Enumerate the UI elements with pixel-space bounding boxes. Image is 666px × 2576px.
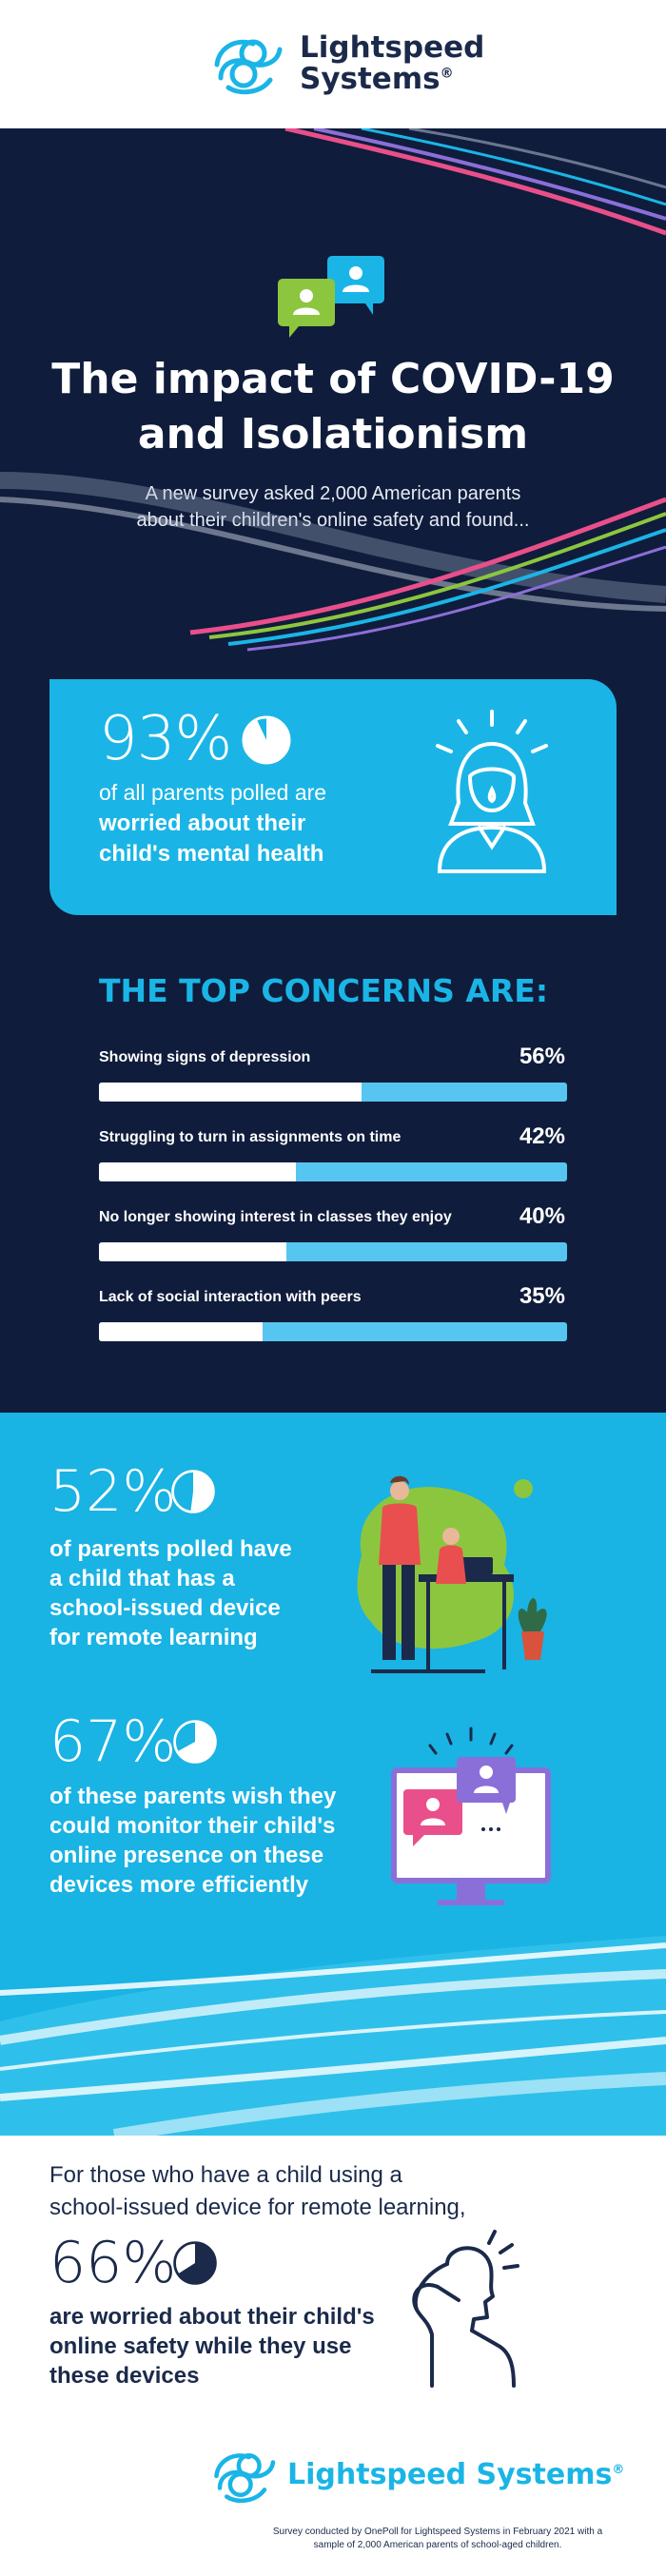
safety-line3: these devices xyxy=(49,2363,200,2389)
logo-line1: Lightspeed xyxy=(300,30,485,65)
device-percent: 52% xyxy=(49,1458,177,1525)
device-line1: of parents polled have xyxy=(49,1536,292,1562)
lightspeed-logo-icon xyxy=(214,39,283,95)
pie-93-icon xyxy=(242,715,291,765)
logo-wordmark: Lightspeed Systems® xyxy=(300,32,484,94)
survey-footnote: Survey conducted by OnePoll for Lightspe… xyxy=(257,2526,618,2552)
safety-intro: For those who have a child using a schoo… xyxy=(49,2159,620,2224)
concern-label: Showing signs of depression xyxy=(99,1049,311,1065)
monitor-line1: of these parents wish they xyxy=(49,1784,337,1809)
hero-subtitle-line2: about their children's online safety and… xyxy=(136,510,530,531)
concern-percent: 35% xyxy=(519,1283,565,1309)
hero-subtitle: A new survey asked 2,000 American parent… xyxy=(0,480,666,534)
safety-intro-line1: For those who have a child using a xyxy=(49,2162,402,2188)
concern-bar-track xyxy=(99,1242,567,1261)
monitor-line2: could monitor their child's xyxy=(49,1813,336,1839)
safety-intro-line2: school-issued device for remote learning… xyxy=(49,2195,466,2220)
footer-wordmark: Lightspeed Systems® xyxy=(287,2460,624,2490)
stressed-person-icon xyxy=(412,2230,519,2388)
monitor-chat-illustration xyxy=(391,1727,551,1905)
concern-bar-track xyxy=(99,1322,567,1341)
concern-bar-fill xyxy=(99,1162,296,1181)
safety-line2: online safety while they use xyxy=(49,2333,352,2359)
concern-percent: 42% xyxy=(519,1123,565,1149)
concern-bar-fill xyxy=(99,1322,264,1341)
registered-mark: ® xyxy=(440,66,454,82)
footer-registered-mark: ® xyxy=(612,2463,625,2477)
bottom-waves-graphic xyxy=(0,1936,666,2136)
device-line2: a child that has a xyxy=(49,1566,235,1591)
concerns-title: THE TOP CONCERNS ARE: xyxy=(99,972,549,1009)
mental-health-stat-card: 93% of all parents polled are worried ab… xyxy=(49,679,617,915)
pie-66-icon xyxy=(173,2241,217,2285)
concern-label: No longer showing interest in classes th… xyxy=(99,1209,452,1225)
footer-wordmark-text: Lightspeed Systems xyxy=(287,2458,613,2491)
footnote-line2: sample of 2,000 American parents of scho… xyxy=(313,2540,562,2550)
concern-bar-track xyxy=(99,1083,567,1102)
safety-percent: 66% xyxy=(49,2230,177,2296)
logo-line2-wrap: Systems® xyxy=(300,61,484,96)
concern-percent: 40% xyxy=(519,1203,565,1229)
hero-title-line2: and Isolationism xyxy=(137,410,529,459)
concern-bar-fill xyxy=(99,1083,362,1102)
safety-line1: are worried about their child's xyxy=(49,2304,375,2330)
logo-line2: Systems xyxy=(300,61,441,96)
mental-health-percent: 93% xyxy=(99,704,232,774)
header: Lightspeed Systems® xyxy=(0,0,666,128)
device-line3: school-issued device xyxy=(49,1595,281,1621)
mental-health-line3: child's mental health xyxy=(99,841,324,867)
hero-title-line1: The impact of COVID-19 xyxy=(51,355,615,403)
hero-title: The impact of COVID-19 and Isolationism xyxy=(0,352,666,462)
worried-person-icon xyxy=(436,710,548,873)
footnote-line1: Survey conducted by OnePoll for Lightspe… xyxy=(272,2527,603,2537)
monitor-line3: online presence on these xyxy=(49,1843,324,1868)
mental-health-line1: of all parents polled are xyxy=(99,780,327,805)
hero-subtitle-line1: A new survey asked 2,000 American parent… xyxy=(145,483,521,504)
middle-waves-graphic xyxy=(0,472,666,652)
pie-52-icon xyxy=(171,1470,215,1513)
mental-health-line2: worried about their xyxy=(99,810,306,836)
concern-label: Struggling to turn in assignments on tim… xyxy=(99,1129,402,1145)
concern-percent: 56% xyxy=(519,1044,565,1069)
monitor-line4: devices more efficiently xyxy=(49,1872,309,1898)
concern-label: Lack of social interaction with peers xyxy=(99,1289,362,1305)
device-line4: for remote learning xyxy=(49,1625,258,1650)
chat-bubbles-icon xyxy=(278,256,384,338)
blue-section: 52% of parents polled have a child that … xyxy=(0,1413,666,2136)
monitor-percent: 67% xyxy=(49,1708,177,1775)
remote-learning-illustration xyxy=(357,1475,547,1673)
concern-bar-track xyxy=(99,1162,567,1181)
concern-bar-fill xyxy=(99,1242,286,1261)
pie-67-icon xyxy=(173,1720,217,1764)
top-waves-graphic xyxy=(284,128,666,236)
footer-logo-icon xyxy=(214,2452,276,2504)
